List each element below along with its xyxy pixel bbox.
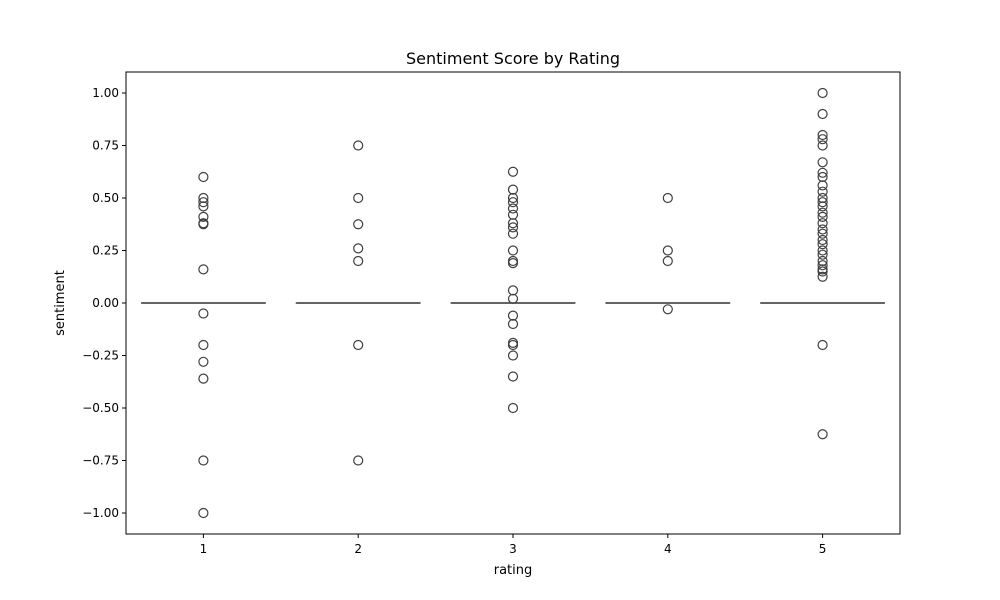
outlier-point (817, 266, 828, 277)
outlier-point (198, 264, 209, 275)
outlier-point (353, 455, 364, 466)
x-tick-label: 4 (664, 542, 672, 556)
outlier-point (353, 339, 364, 351)
y-tick-label: −1.00 (82, 506, 119, 520)
outlier-point (817, 429, 828, 440)
outlier-point (817, 255, 828, 267)
outlier-point (507, 228, 519, 239)
outlier-point (507, 310, 519, 321)
outlier-point (662, 245, 673, 256)
plot-area (140, 87, 886, 519)
x-axis: 1 2 3 4 5 (200, 534, 827, 556)
outlier-point (817, 157, 828, 168)
outlier-point (817, 192, 828, 204)
box-group-rating-1 (140, 171, 266, 519)
outlier-point (198, 171, 209, 183)
outlier-point (507, 258, 519, 269)
outlier-point (198, 192, 209, 204)
y-tick-label: 1.00 (92, 86, 119, 100)
outlier-point (507, 203, 519, 214)
outlier-point (198, 308, 209, 319)
y-tick-label: 0.25 (92, 244, 119, 258)
outlier-point (817, 201, 828, 212)
outlier-point (507, 222, 519, 233)
outlier-point (507, 371, 519, 382)
outlier-point (817, 134, 828, 145)
outlier-point (353, 255, 364, 267)
outlier-point (662, 192, 673, 204)
y-tick-label: −0.75 (82, 454, 119, 468)
outlier-point (662, 255, 673, 267)
outlier-point (817, 218, 828, 229)
outlier-point (507, 166, 519, 177)
y-axis-label: sentiment (53, 270, 68, 336)
outlier-point (507, 337, 519, 348)
box-group-rating-4 (605, 192, 731, 315)
x-tick-label: 1 (200, 542, 208, 556)
outlier-point (817, 87, 828, 99)
outlier-point (817, 186, 828, 197)
outlier-point (817, 171, 828, 183)
outlier-point (817, 108, 828, 120)
outlier-point (507, 184, 519, 195)
box-group-rating-2 (295, 140, 421, 466)
outlier-point (198, 197, 209, 208)
outlier-point (198, 356, 209, 367)
y-tick-label: 0.75 (92, 139, 119, 153)
outlier-point (817, 197, 828, 208)
outlier-point (507, 192, 519, 204)
outlier-point (817, 224, 828, 235)
outlier-point (507, 197, 519, 208)
outlier-point (198, 211, 209, 222)
outlier-point (198, 373, 209, 384)
outlier-point (817, 339, 828, 351)
y-tick-label: −0.50 (82, 401, 119, 415)
outlier-point (198, 339, 209, 351)
outlier-point (353, 219, 364, 230)
outlier-point (817, 234, 828, 246)
outlier-point (507, 293, 519, 304)
outlier-point (817, 239, 828, 250)
outlier-point (507, 339, 519, 351)
outlier-point (507, 218, 519, 229)
outlier-point (507, 318, 519, 330)
x-tick-label: 5 (819, 542, 827, 556)
outlier-point (507, 209, 519, 220)
outlier-point (817, 271, 828, 282)
outlier-point (817, 211, 828, 222)
outlier-point (817, 249, 828, 260)
y-axis: −1.00 −0.75 −0.50 −0.25 0.00 0.25 0.50 0.75 1.00 (82, 86, 126, 520)
y-tick-label: −0.25 (82, 349, 119, 363)
x-axis-label: rating (494, 563, 533, 578)
y-tick-label: 0.50 (92, 191, 119, 205)
outlier-point (507, 285, 519, 296)
outlier-point (817, 207, 828, 218)
outlier-point (817, 180, 828, 191)
outlier-point (507, 245, 519, 256)
outlier-point (507, 350, 519, 361)
outlier-point (817, 260, 828, 271)
outlier-point (507, 255, 519, 267)
outlier-point (353, 140, 364, 151)
outlier-point (198, 201, 209, 212)
outlier-point (198, 219, 209, 230)
chart-title: Sentiment Score by Rating (406, 49, 620, 68)
box-group-rating-3 (450, 166, 576, 414)
outlier-point (198, 507, 209, 519)
y-tick-label: 0.00 (92, 296, 119, 310)
outlier-point (817, 140, 828, 151)
outlier-point (507, 402, 519, 414)
outlier-point (817, 228, 828, 239)
x-tick-label: 3 (509, 542, 517, 556)
box-group-rating-5 (760, 87, 886, 440)
outlier-point (198, 455, 209, 466)
outlier-point (817, 167, 828, 178)
outlier-point (817, 129, 828, 141)
outlier-point (353, 192, 364, 204)
outlier-point (662, 304, 673, 315)
x-tick-label: 2 (354, 542, 362, 556)
outlier-point (353, 243, 364, 254)
outlier-point (817, 245, 828, 256)
